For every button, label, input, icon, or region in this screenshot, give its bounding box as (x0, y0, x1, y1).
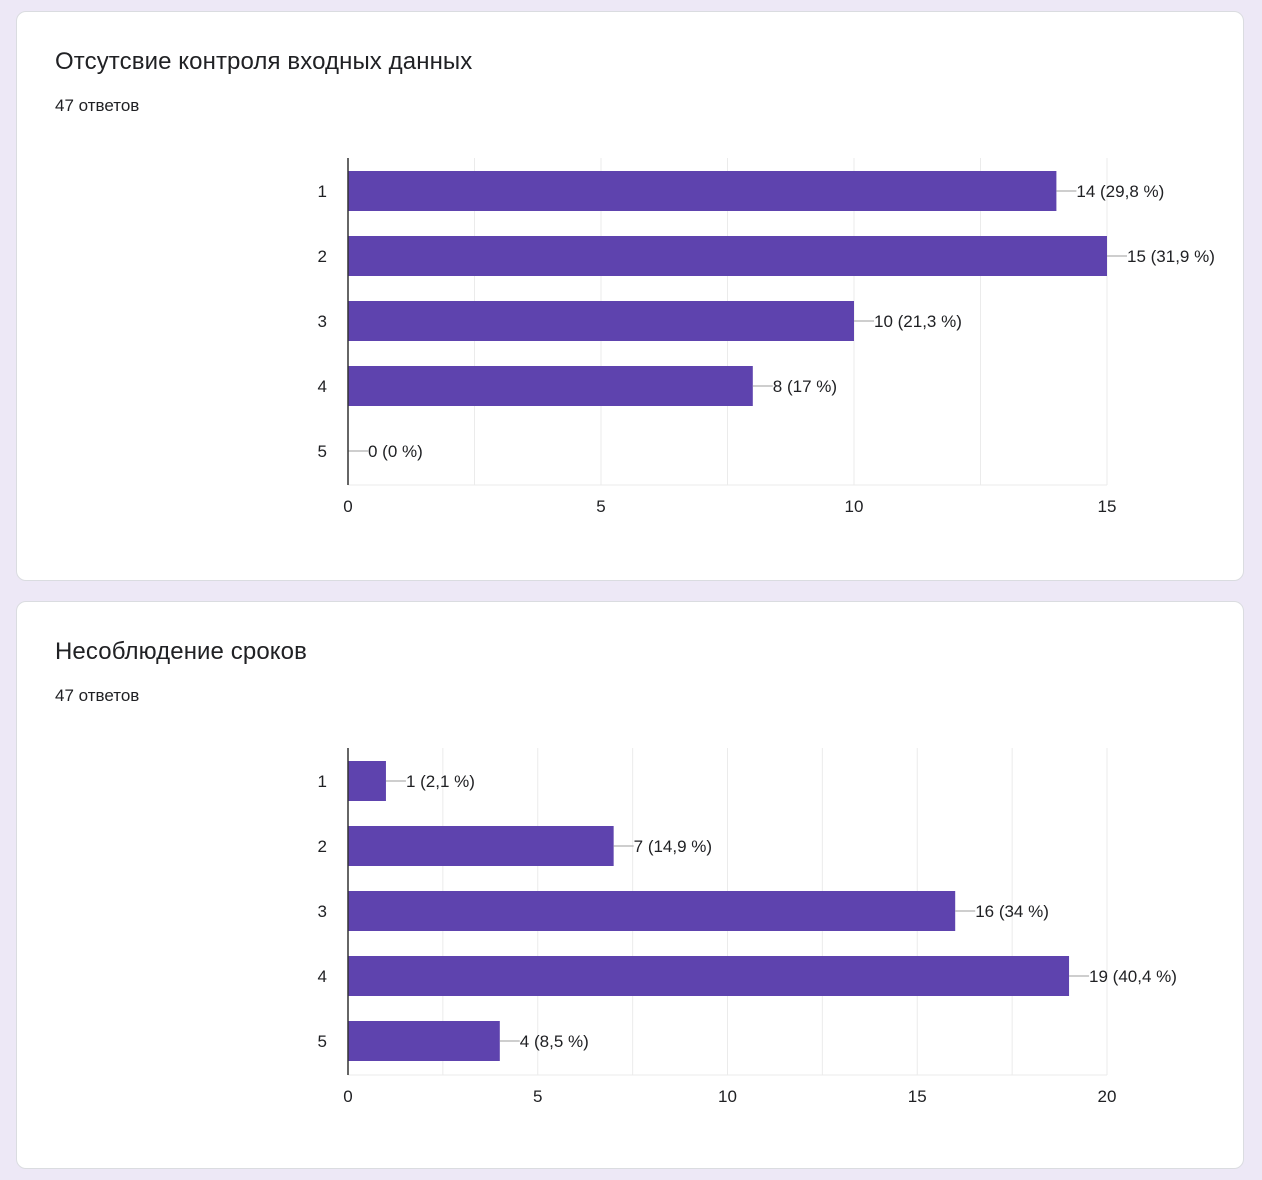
category-label: 4 (318, 967, 327, 986)
bar (348, 956, 1070, 996)
response-count: 47 ответов (55, 96, 140, 115)
x-tick-label: 5 (533, 1087, 542, 1106)
data-label: 7 (14,9 %) (634, 837, 712, 856)
x-tick-label: 0 (343, 497, 352, 516)
data-label: 8 (17 %) (773, 377, 837, 396)
data-label: 19 (40,4 %) (1089, 967, 1177, 986)
data-label: 0 (0 %) (368, 442, 423, 461)
data-label: 14 (29,8 %) (1076, 182, 1164, 201)
x-tick-label: 20 (1098, 1087, 1117, 1106)
response-count: 47 ответов (55, 686, 140, 705)
question-title: Отсутсвие контроля входных данных (55, 48, 473, 75)
bar-chart: 0 5 10 15 1 14 (29,8 %) 2 15 (31,9 %) 3 10 (21,3 … (318, 158, 1215, 516)
data-label: 15 (31,9 %) (1127, 247, 1215, 266)
data-label: 1 (2,1 %) (406, 772, 475, 791)
category-label: 2 (318, 247, 327, 266)
x-tick-label: 15 (1098, 497, 1117, 516)
bar (348, 1021, 500, 1061)
bar (348, 236, 1107, 276)
category-label: 3 (318, 312, 327, 331)
data-label: 16 (34 %) (975, 902, 1049, 921)
chart-card: Отсутсвие контроля входных данных 47 отв… (16, 11, 1244, 581)
bar-chart: 0 5 10 15 20 1 1 (2,1 %) 2 7 (14,9 %) 3 16 (34 %) 4… (318, 748, 1177, 1106)
category-label: 5 (318, 1032, 327, 1051)
x-tick-label: 0 (343, 1087, 352, 1106)
bar (348, 761, 386, 801)
bar (348, 891, 956, 931)
category-label: 1 (318, 772, 327, 791)
category-label: 5 (318, 442, 327, 461)
x-tick-label: 5 (596, 497, 605, 516)
category-label: 1 (318, 182, 327, 201)
bar (348, 366, 753, 406)
data-label: 10 (21,3 %) (874, 312, 962, 331)
x-tick-label: 10 (845, 497, 864, 516)
category-label: 3 (318, 902, 327, 921)
bar (348, 171, 1057, 211)
x-tick-label: 15 (908, 1087, 927, 1106)
x-tick-label: 10 (718, 1087, 737, 1106)
chart-card: Несоблюдение сроков 47 ответов 0 5 10 15 20 1… (16, 601, 1244, 1169)
bar (348, 301, 854, 341)
category-label: 4 (318, 377, 327, 396)
question-title: Несоблюдение сроков (55, 638, 307, 665)
category-label: 2 (318, 837, 327, 856)
bar (348, 826, 614, 866)
data-label: 4 (8,5 %) (520, 1032, 589, 1051)
